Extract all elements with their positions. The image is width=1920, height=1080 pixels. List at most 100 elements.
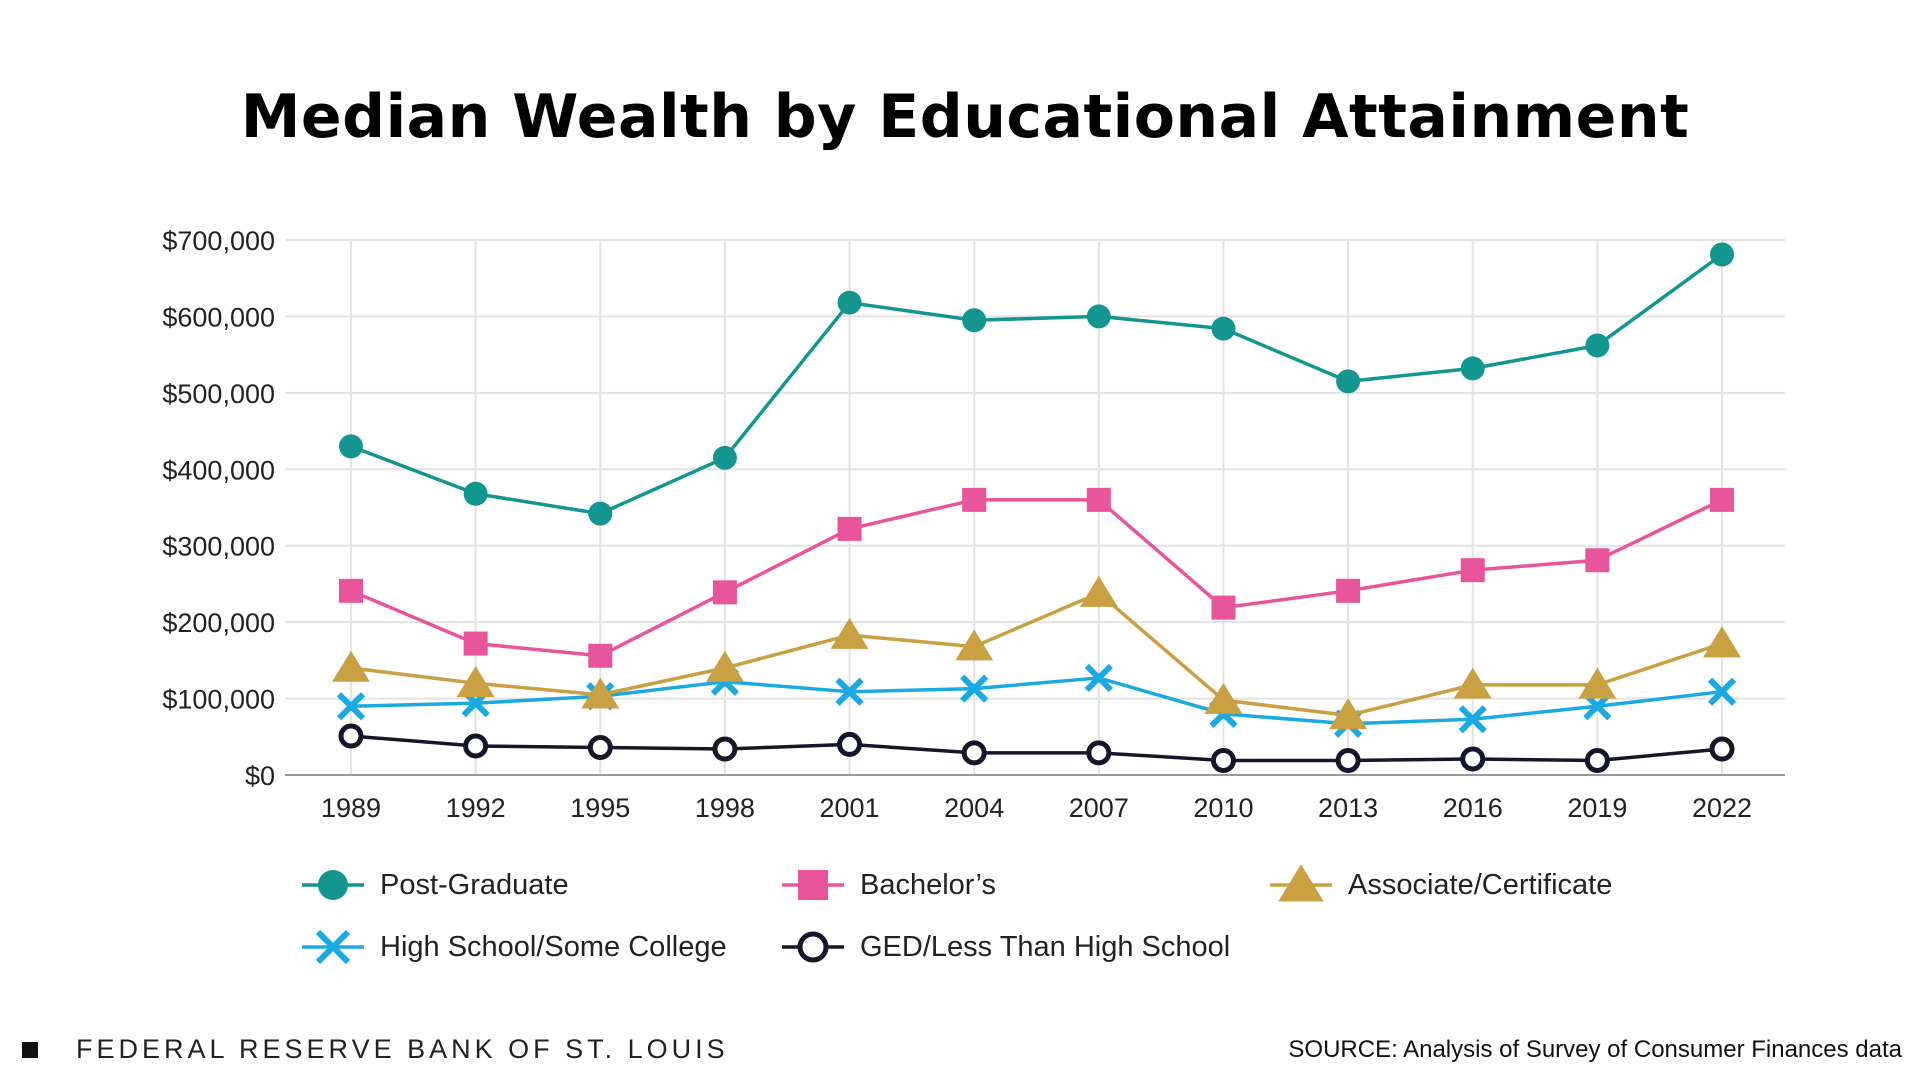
data-point	[1710, 487, 1734, 512]
series-line	[350, 734, 1723, 763]
data-point	[581, 677, 620, 709]
footer-branding: FEDERAL RESERVE BANK OF ST. LOUIS	[22, 1034, 729, 1065]
data-point	[962, 487, 987, 512]
legend-item: Bachelor’s	[780, 860, 996, 910]
data-point	[1086, 304, 1111, 329]
legend-item: High School/Some College	[300, 922, 727, 972]
legend-swatch	[782, 931, 844, 963]
gridlines	[285, 239, 1785, 775]
organization-name: FEDERAL RESERVE BANK OF ST. LOUIS	[76, 1034, 729, 1064]
data-point	[712, 580, 737, 605]
data-point	[961, 740, 987, 766]
data-point	[1329, 698, 1368, 730]
data-point	[837, 290, 862, 315]
series-bachelor-s	[339, 487, 1734, 668]
data-point	[835, 677, 864, 706]
y-tick-label: $200,000	[162, 608, 275, 638]
y-tick-label: $700,000	[162, 226, 275, 256]
data-point	[837, 731, 863, 757]
series-post-graduate	[339, 242, 1734, 526]
data-point	[960, 674, 989, 703]
data-point	[1211, 316, 1236, 341]
legend-swatch	[302, 929, 364, 965]
y-tick-label: $300,000	[162, 532, 275, 562]
data-point	[1336, 578, 1361, 603]
x-tick-label: 1998	[695, 793, 755, 823]
data-point	[587, 734, 613, 760]
series-associate-certificate	[332, 575, 1741, 730]
data-point	[588, 643, 613, 668]
data-point	[1211, 595, 1236, 620]
data-point	[712, 736, 738, 762]
data-point	[339, 578, 363, 603]
x-tick-label: 1992	[446, 793, 506, 823]
data-point	[1079, 575, 1118, 607]
data-point	[837, 516, 862, 541]
data-point	[1460, 558, 1485, 583]
data-point	[1210, 747, 1236, 773]
data-point	[339, 434, 363, 459]
y-tick-label: $600,000	[162, 302, 275, 332]
series-high-school-some-college	[336, 663, 1737, 738]
data-point	[1578, 667, 1617, 699]
legend-marker	[315, 929, 351, 965]
legend-swatch	[1270, 865, 1332, 902]
data-point	[962, 308, 987, 333]
data-point	[830, 617, 869, 649]
data-point	[1460, 356, 1485, 381]
data-point	[712, 445, 737, 470]
legend-label: GED/Less Than High School	[860, 930, 1231, 963]
legend-label: Post-Graduate	[380, 868, 569, 901]
series-line	[350, 591, 1723, 718]
x-tick-label: 2016	[1443, 793, 1503, 823]
source-note: SOURCE: Analysis of Survey of Consumer F…	[1288, 1036, 1902, 1063]
data-point	[1585, 333, 1610, 358]
data-point	[588, 501, 613, 526]
data-point	[1710, 242, 1734, 267]
legend-label: Bachelor’s	[860, 868, 996, 901]
data-point	[1585, 548, 1610, 573]
data-point	[1460, 746, 1486, 772]
data-point	[1458, 705, 1487, 734]
data-point	[955, 629, 994, 661]
legend-item: GED/Less Than High School	[780, 922, 1230, 972]
data-point	[463, 733, 489, 759]
legend-marker	[1278, 865, 1324, 902]
series-line	[350, 498, 1723, 658]
data-point	[1086, 487, 1111, 512]
legend-item: Post-Graduate	[300, 860, 569, 910]
chart-legend: Post-Graduate Bachelor’s Associate/Certifi…	[300, 860, 1700, 990]
data-point	[1707, 677, 1737, 706]
legend-marker	[798, 870, 828, 900]
data-point	[332, 650, 370, 682]
legend-marker	[318, 870, 348, 900]
x-tick-label: 2001	[820, 793, 880, 823]
legend-swatch	[782, 870, 844, 900]
legend-label: Associate/Certificate	[1348, 868, 1613, 901]
x-tick-label: 2004	[944, 793, 1004, 823]
data-point	[1703, 626, 1741, 658]
legend-label: High School/Some College	[380, 930, 727, 963]
x-tick-label: 2022	[1692, 793, 1752, 823]
x-tick-label: 1989	[321, 793, 381, 823]
x-tick-label: 1995	[570, 793, 630, 823]
y-tick-label: $0	[245, 761, 275, 791]
y-tick-label: $400,000	[162, 455, 275, 485]
series-line	[350, 676, 1723, 726]
data-point	[1335, 747, 1361, 773]
data-point	[1453, 667, 1492, 699]
legend-item: Associate/Certificate	[1268, 860, 1612, 910]
data-point	[338, 723, 364, 749]
legend-swatch	[302, 870, 364, 900]
data-point	[1086, 740, 1112, 766]
data-point	[1709, 736, 1735, 762]
series-line	[350, 253, 1724, 516]
square-icon	[22, 1041, 38, 1058]
x-tick-label: 2013	[1318, 793, 1378, 823]
data-point	[463, 481, 488, 506]
data-point	[1204, 682, 1243, 714]
legend-marker	[797, 931, 829, 963]
data-point	[456, 666, 495, 698]
data-point	[336, 692, 366, 721]
series-ged-less-than-high-school	[338, 723, 1735, 773]
